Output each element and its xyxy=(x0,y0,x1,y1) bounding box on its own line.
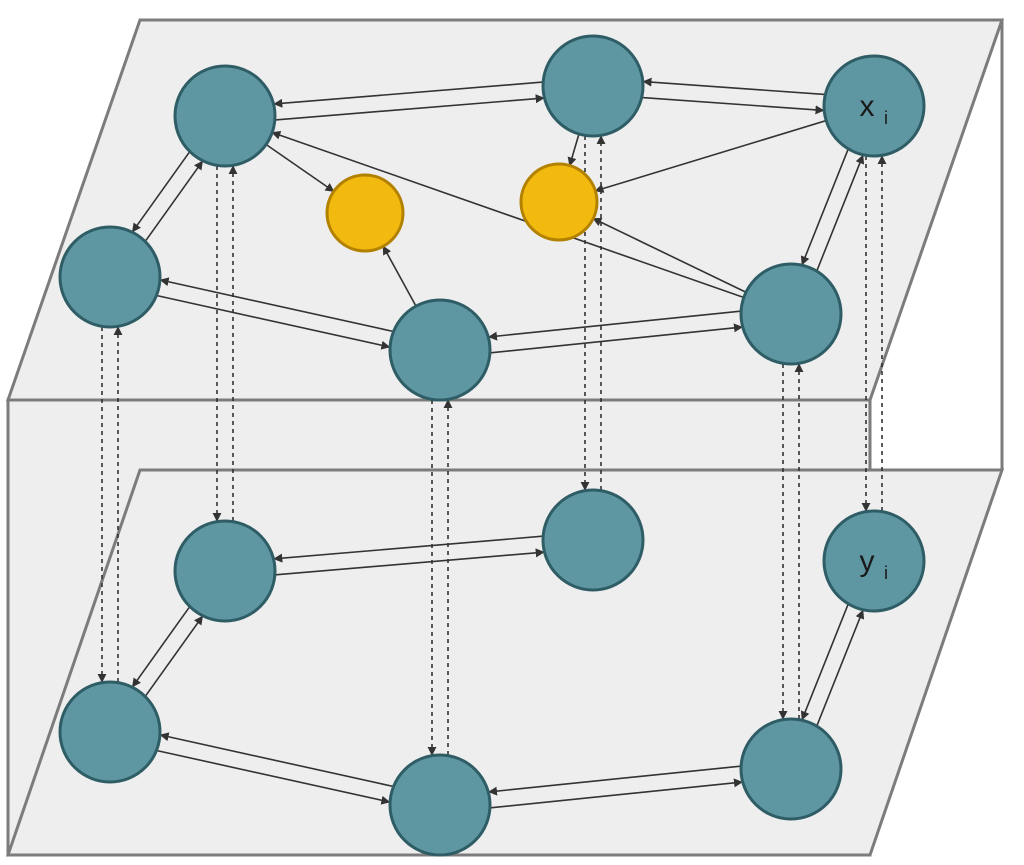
node-y1 xyxy=(327,175,403,251)
node-label-t3: x xyxy=(860,90,875,123)
node-y2 xyxy=(521,164,597,240)
node-b6 xyxy=(741,719,841,819)
node-t6 xyxy=(741,264,841,364)
node-b5 xyxy=(390,755,490,855)
node-t1 xyxy=(175,66,275,166)
node-t5 xyxy=(390,300,490,400)
node-label-sub-b3: i xyxy=(884,563,888,583)
node-b2 xyxy=(543,490,643,590)
node-t4 xyxy=(60,227,160,327)
two-layer-network-diagram: xiyi xyxy=(0,0,1024,865)
node-t2 xyxy=(543,36,643,136)
node-b1 xyxy=(175,521,275,621)
node-label-sub-t3: i xyxy=(884,108,888,128)
node-label-b3: y xyxy=(860,545,875,578)
node-b4 xyxy=(60,682,160,782)
